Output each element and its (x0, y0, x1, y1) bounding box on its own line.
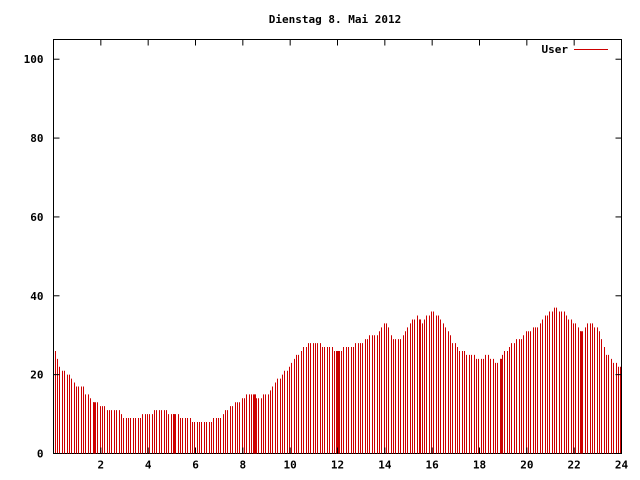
bar-highlight (419, 319, 421, 454)
chart-title: Dienstag 8. Mai 2012 (269, 13, 401, 26)
bar-highlight (500, 358, 502, 454)
x-tick-label: 18 (473, 459, 486, 472)
y-tick-label: 100 (24, 53, 44, 66)
bar-highlight (580, 331, 582, 454)
x-tick-label: 10 (284, 459, 297, 472)
legend-label: User (542, 43, 569, 56)
x-tick-label: 6 (192, 459, 199, 472)
legend: User (542, 43, 608, 56)
bar-highlight (337, 350, 339, 454)
y-tick-label: 60 (30, 211, 43, 224)
y-tick-label: 80 (30, 132, 43, 145)
bar-highlight (254, 394, 256, 454)
y-tick-label: 40 (30, 290, 43, 303)
x-tick-label: 16 (426, 459, 440, 472)
x-tick-label: 22 (568, 459, 581, 472)
x-tick-label: 12 (331, 459, 344, 472)
x-tick-label: 8 (240, 459, 247, 472)
bar-highlight (93, 402, 95, 454)
x-tick-label: 24 (615, 459, 629, 472)
bar-highlight (173, 414, 175, 454)
x-tick-label: 2 (98, 459, 105, 472)
x-tick-label: 14 (378, 459, 392, 472)
bars-layer (55, 307, 621, 454)
y-tick-label: 0 (37, 448, 44, 461)
x-tick-label: 20 (520, 459, 533, 472)
y-tick-label: 20 (30, 369, 43, 382)
x-tick-label: 4 (145, 459, 152, 472)
